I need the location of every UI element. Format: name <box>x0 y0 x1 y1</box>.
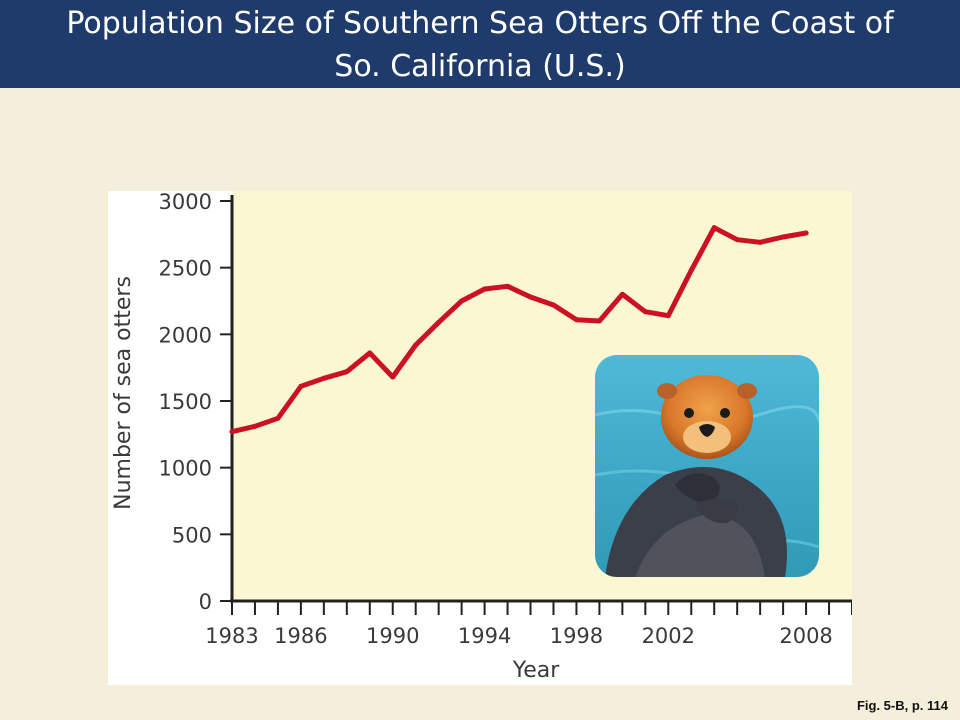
data-point <box>619 291 625 297</box>
x-tick-label: 1986 <box>274 624 327 648</box>
y-tick-label: 3000 <box>159 191 212 214</box>
y-tick-label: 1500 <box>159 390 212 414</box>
x-tick-label: 1983 <box>205 624 258 648</box>
data-point <box>344 369 350 375</box>
chart-panel: 0 500 1000 1500 2000 2500 3000 1983 1986 1990 1994… <box>108 191 852 685</box>
data-point <box>596 318 602 324</box>
data-point <box>321 375 327 381</box>
data-point <box>275 415 281 421</box>
page-title: Population Size of Southern Sea Otters O… <box>0 2 960 88</box>
data-point <box>252 423 258 429</box>
data-point <box>803 230 809 236</box>
data-point <box>550 302 556 308</box>
x-axis-title: Year <box>512 658 561 683</box>
title-bar: Population Size of Southern Sea Otters O… <box>0 0 960 88</box>
page-title-line-1: Population Size of Southern Sea Otters O… <box>66 6 894 41</box>
data-point <box>757 239 763 245</box>
data-point <box>459 298 465 304</box>
data-point <box>390 374 396 380</box>
data-point <box>505 283 511 289</box>
x-tick-label: 2008 <box>779 624 832 648</box>
data-point <box>413 342 419 348</box>
data-point <box>711 225 717 231</box>
series-line <box>229 225 809 435</box>
data-point <box>229 429 235 435</box>
data-point <box>665 313 671 319</box>
data-point <box>573 317 579 323</box>
page-title-line-2: So. California (U.S.) <box>334 49 626 84</box>
x-tick-label: 1998 <box>550 624 603 648</box>
data-point <box>298 383 304 389</box>
x-tick-label: 2002 <box>642 624 695 648</box>
data-point <box>482 286 488 292</box>
y-tick-label: 2500 <box>159 257 212 281</box>
data-point <box>780 234 786 240</box>
y-tick-label: 0 <box>199 590 212 614</box>
y-tick-label: 1000 <box>159 457 212 481</box>
y-tick-label: 2000 <box>159 323 212 347</box>
x-tick-label: 1994 <box>458 624 511 648</box>
x-tick-label: 1990 <box>366 624 419 648</box>
sea-otter-photo <box>595 355 819 577</box>
data-point <box>436 319 442 325</box>
data-point <box>734 237 740 243</box>
figure-caption: Fig. 5-B, p. 114 <box>856 698 948 713</box>
data-point <box>642 309 648 315</box>
sea-otter-illustration <box>595 355 819 577</box>
data-point <box>688 267 694 273</box>
y-tick-label: 500 <box>172 523 212 547</box>
y-axis-title: Number of sea otters <box>111 276 136 510</box>
data-point <box>367 350 373 356</box>
data-point <box>528 294 534 300</box>
